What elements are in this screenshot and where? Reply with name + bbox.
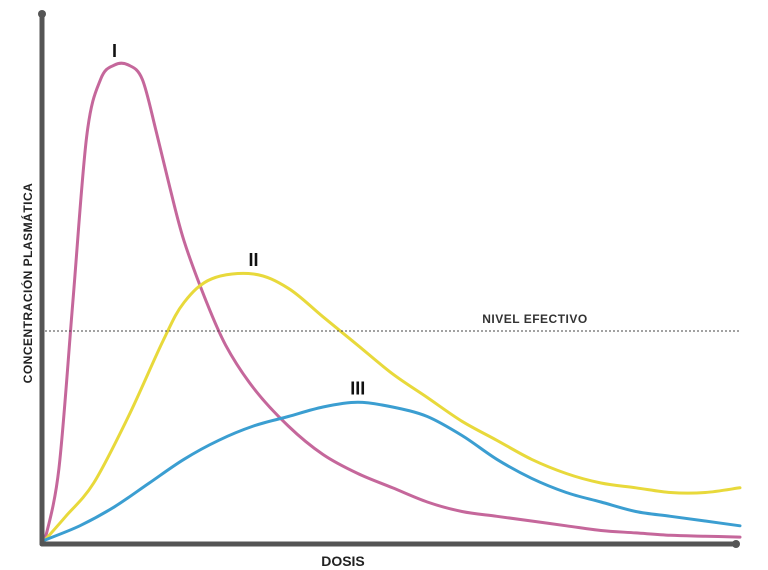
series-line-1 (43, 61, 742, 542)
effective-level-label: NIVEL EFECTIVO (482, 312, 587, 326)
y-axis-label: CONCENTRACIÓN PLASMÁTICA (20, 183, 35, 384)
series-label-2: II (248, 250, 258, 270)
y-axis-end-dot (38, 10, 46, 18)
series-label-1: I (112, 41, 117, 61)
x-axis-end-dot (732, 540, 740, 548)
series-label-3: III (350, 378, 365, 398)
series-layer (43, 61, 742, 542)
series-line-2 (43, 271, 742, 542)
series-line-3 (43, 400, 742, 542)
x-axis-label: DOSIS (321, 553, 365, 569)
